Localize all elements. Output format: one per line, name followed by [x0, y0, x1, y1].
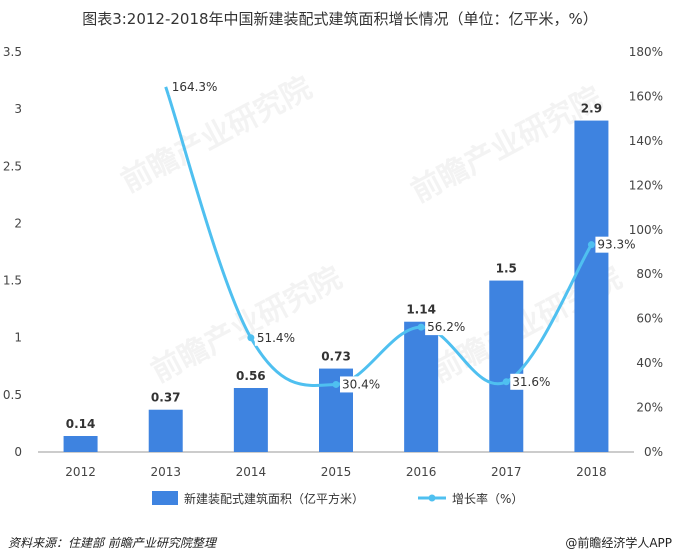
bar [574, 120, 609, 453]
y-right-tick-label: 160% [629, 89, 663, 103]
bar [63, 436, 98, 452]
growth-rate-label-bg [340, 376, 381, 393]
y-left-tick-label: 0 [14, 445, 22, 459]
x-tick-label: 2013 [150, 465, 181, 479]
y-left-tick-label: 1 [14, 331, 22, 345]
legend-label-line: 增长率（%） [452, 491, 523, 506]
bar-value-label: 0.14 [66, 417, 96, 431]
bar-value-label: 0.37 [151, 391, 181, 405]
bar [148, 409, 183, 452]
chart-title: 图表3:2012-2018年中国新建装配式建筑面积增长情况（单位：亿平米，%） [82, 10, 598, 28]
x-tick-label: 2012 [65, 465, 96, 479]
growth-rate-point [332, 380, 340, 388]
y-right-tick-label: 180% [629, 45, 663, 59]
x-tick-label: 2015 [321, 465, 352, 479]
bar-value-label: 0.73 [321, 350, 351, 364]
y-right-tick-label: 0% [644, 445, 663, 459]
growth-rate-label: 56.2% [427, 320, 465, 334]
x-tick-label: 2014 [236, 465, 267, 479]
y-left-tick-label: 3.5 [3, 45, 22, 59]
growth-rate-label: 93.3% [597, 238, 635, 252]
y-right-tick-label: 20% [636, 401, 663, 415]
bar-value-label: 1.14 [406, 303, 436, 317]
growth-rate-point [417, 323, 425, 331]
source-note: 资料来源：住建部 前瞻产业研究院整理 [8, 536, 216, 550]
bar-value-label: 1.5 [496, 262, 517, 276]
y-left-tick-label: 2.5 [3, 159, 22, 173]
legend-swatch-point [428, 494, 436, 502]
growth-rate-label-bg [425, 319, 467, 336]
y-right-tick-label: 40% [636, 356, 663, 370]
x-tick-label: 2016 [406, 465, 437, 479]
y-right-tick-label: 100% [629, 223, 663, 237]
growth-rate-label-bg [169, 78, 219, 95]
y-left-tick-label: 3 [14, 102, 22, 116]
growth-rate-point [247, 334, 255, 342]
bar [404, 321, 439, 452]
growth-rate-label-bg [510, 373, 552, 390]
growth-rate-label-bg [254, 329, 296, 346]
growth-rate-point [587, 241, 595, 249]
growth-rate-label: 31.6% [512, 375, 550, 389]
x-tick-label: 2017 [491, 465, 522, 479]
y-right-tick-label: 120% [629, 178, 663, 192]
brand-credit: @前瞻经济学人APP [565, 536, 672, 550]
y-left-tick-label: 0.5 [3, 388, 22, 402]
bar [489, 280, 524, 452]
bar [233, 388, 268, 452]
y-right-tick-label: 140% [629, 134, 663, 148]
x-tick-label: 2018 [576, 465, 607, 479]
growth-rate-point [502, 378, 510, 386]
legend-swatch-bar [152, 491, 178, 505]
legend-label-bar: 新建装配式建筑面积（亿平方米） [184, 491, 364, 506]
y-right-tick-label: 80% [636, 267, 663, 281]
bar-value-label: 0.56 [236, 369, 266, 383]
bar-value-label: 2.9 [581, 102, 602, 116]
growth-rate-label: 164.3% [172, 80, 218, 94]
growth-rate-line [164, 86, 593, 387]
y-left-tick-label: 1.5 [3, 274, 22, 288]
growth-rate-label: 51.4% [257, 331, 295, 345]
y-left-tick-label: 2 [14, 216, 22, 230]
y-right-tick-label: 60% [636, 312, 663, 326]
growth-rate-label-bg [595, 236, 637, 253]
growth-rate-label: 30.4% [342, 377, 380, 391]
